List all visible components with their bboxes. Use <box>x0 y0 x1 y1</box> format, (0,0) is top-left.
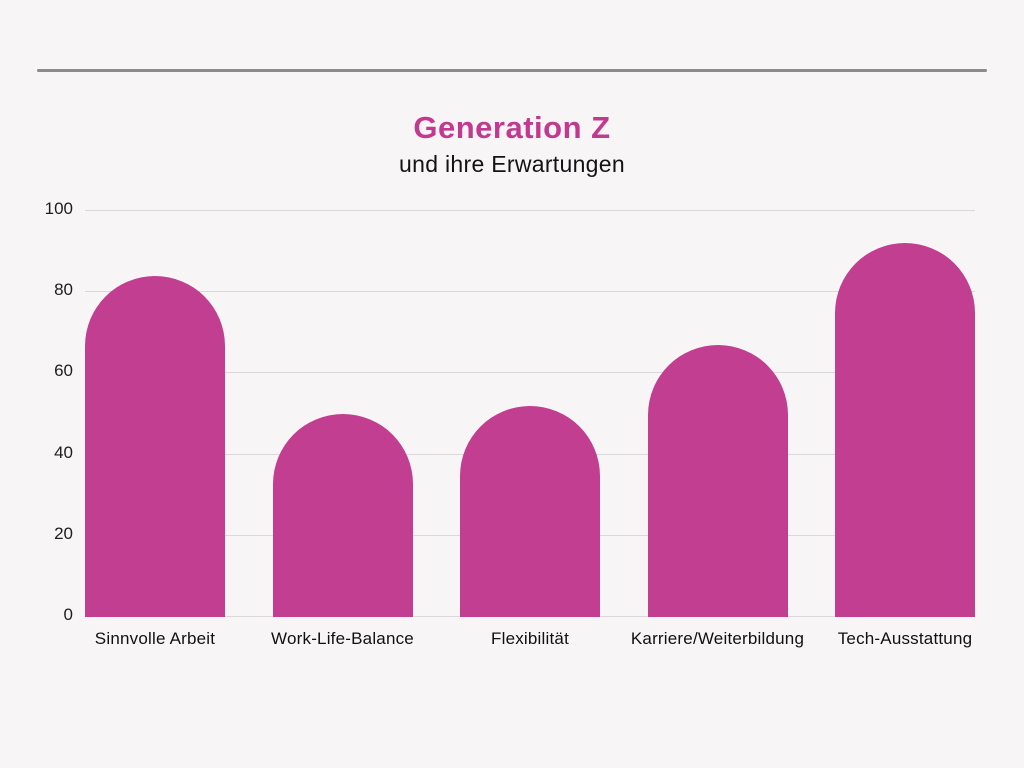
bar-column: Work-Life-Balance <box>271 211 414 648</box>
bar <box>647 344 788 617</box>
bar-column: Karriere/Weiterbildung <box>631 211 804 648</box>
bars-layer: Sinnvolle Arbeit Work-Life-Balance Flexibi… <box>85 211 975 648</box>
x-category-label: Karriere/Weiterbildung <box>630 629 805 648</box>
gridline-y-100: 100 <box>45 199 975 218</box>
bar-column: Tech-Ausstattung <box>835 211 975 648</box>
y-tick-label: 80 <box>54 280 73 300</box>
y-tick-label: 20 <box>54 523 73 543</box>
bar <box>460 405 600 617</box>
bar-chart-plot-area: 0 20 40 60 80 100 Sinnvolle Arbeit Work-Life-B… <box>45 199 975 648</box>
divider-line <box>37 69 987 72</box>
bar-column: Flexibilität <box>460 211 600 648</box>
bar-column: Sinnvolle Arbeit <box>85 211 225 648</box>
x-category-label: Sinnvolle Arbeit <box>94 629 216 648</box>
bar <box>272 414 413 617</box>
chart-header: Generation Z und ihre Erwartungen <box>0 110 1024 178</box>
bar <box>835 243 975 617</box>
x-category-label: Flexibilität <box>491 629 569 648</box>
y-tick-label: 40 <box>54 442 73 462</box>
gridline-y-60: 60 <box>54 361 975 380</box>
bar <box>85 275 225 617</box>
chart-subtitle: und ihre Erwartungen <box>399 150 625 177</box>
y-tick-label: 100 <box>44 199 73 218</box>
x-category-label: Work-Life-Balance <box>271 629 414 648</box>
y-tick-label: 0 <box>63 605 73 624</box>
y-tick-label: 60 <box>54 361 73 381</box>
x-category-label: Tech-Ausstattung <box>837 629 973 648</box>
gridline-y-80: 80 <box>54 280 975 299</box>
chart-title: Generation Z <box>413 110 611 145</box>
